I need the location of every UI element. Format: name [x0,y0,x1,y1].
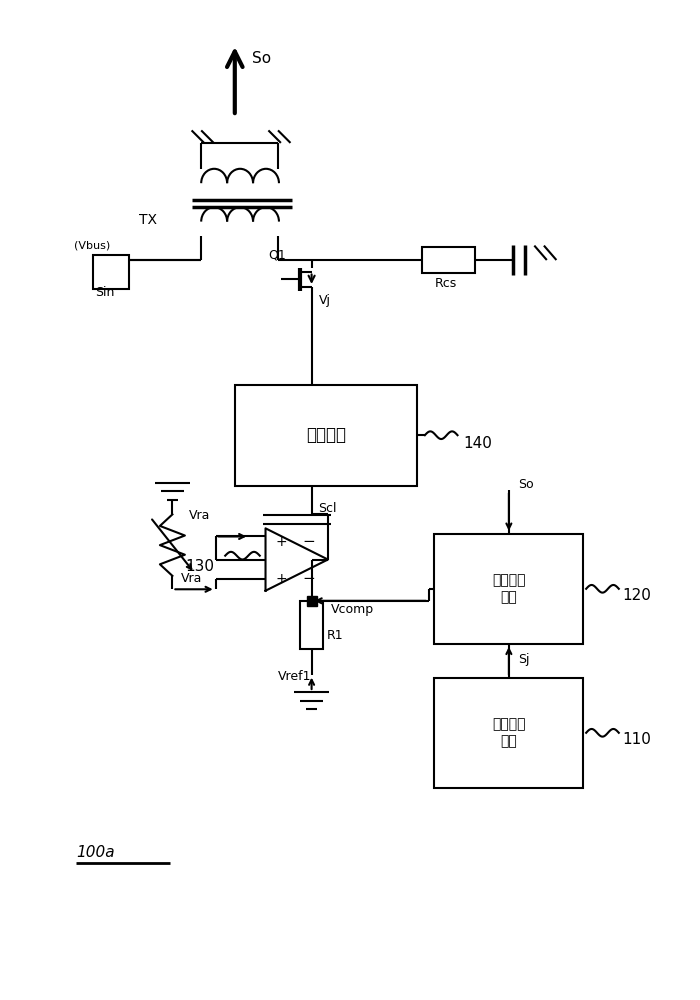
Text: So: So [519,478,534,491]
Text: +: + [275,535,287,549]
Text: 140: 140 [463,436,492,451]
Text: Vref1: Vref1 [278,670,312,683]
Text: 反馈补偿
电路: 反馈补偿 电路 [492,574,526,604]
Text: So: So [252,51,271,66]
Text: 130: 130 [185,559,214,574]
Text: Vj: Vj [319,294,331,307]
Text: 控制电路: 控制电路 [306,426,346,444]
Text: Vcomp: Vcomp [331,603,374,616]
Text: 频率抖动
电路: 频率抖动 电路 [492,718,526,748]
Text: Vra: Vra [189,509,210,522]
Text: 100a: 100a [76,845,115,860]
Text: Sin: Sin [96,286,115,299]
Text: −: − [302,534,315,549]
Text: R1: R1 [327,629,344,642]
Text: 120: 120 [622,588,652,603]
Text: −: − [302,571,315,586]
Text: Vra: Vra [181,572,202,585]
Text: (Vbus): (Vbus) [74,240,110,250]
Text: +: + [275,572,287,586]
Text: Scl: Scl [318,502,337,515]
Text: Q1: Q1 [268,248,286,261]
Text: Sj: Sj [519,653,530,666]
Text: TX: TX [139,213,157,227]
Bar [92,255,130,289]
Text: Rcs: Rcs [435,277,456,290]
Bar [234,385,417,486]
Bar [435,534,583,644]
Bar [435,678,583,788]
Text: 110: 110 [622,732,652,747]
Bar [422,247,475,273]
Bar [300,601,323,649]
